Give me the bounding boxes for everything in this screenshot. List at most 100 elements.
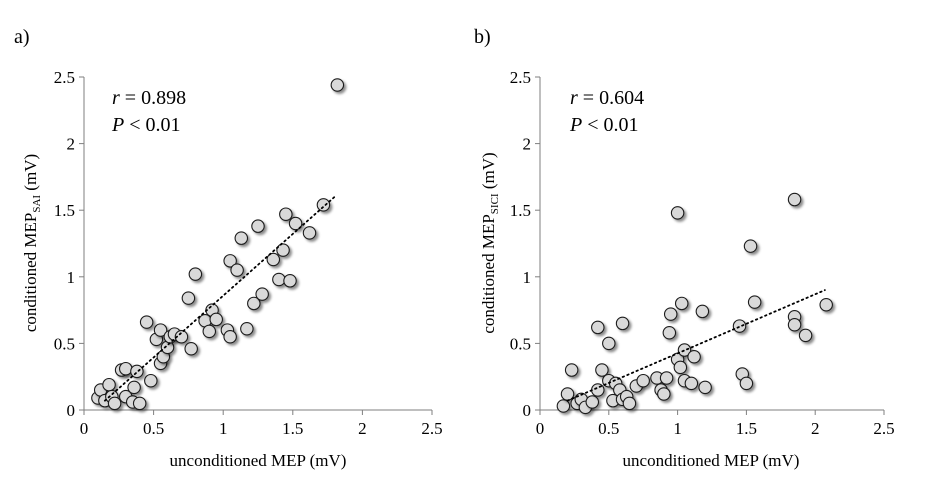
panel-b-data-point xyxy=(687,349,701,364)
panel-a-y-axis-title: conditioned MEPSAI (mV) xyxy=(21,154,43,332)
panel-a-data-point xyxy=(234,231,249,245)
panel-a-data-point xyxy=(255,287,269,301)
panel-b-data-point xyxy=(636,373,650,388)
panel-b-data-point xyxy=(787,192,802,207)
panel-b-data-point xyxy=(798,328,813,343)
panel-b-label: b) xyxy=(474,26,491,48)
panel-b-y-axis-title: conditioned MEPSICI (mV) xyxy=(479,152,501,333)
panel-a-x-tick-label: 0.5 xyxy=(143,419,164,438)
panel-b-data-point xyxy=(602,336,616,351)
panel-b-data-point xyxy=(564,363,579,377)
panel-a-data-point xyxy=(279,207,293,221)
panel-b-data-point xyxy=(615,316,630,331)
panel-b-y-tick-label: 2.5 xyxy=(510,68,531,87)
panel-b-x-axis-title: unconditioned MEP (mV) xyxy=(623,451,800,470)
panel-a-data-point xyxy=(272,272,286,287)
panel-a-data-point xyxy=(102,377,116,392)
panel-a-data-point xyxy=(247,296,261,311)
panel-b-y-tick-label: 0.5 xyxy=(510,334,531,353)
panel-b-data-point xyxy=(622,396,637,411)
panel-a-data-point xyxy=(330,78,345,92)
panel-a-p-value: < 0.01 xyxy=(124,114,180,136)
panel-b-r-symbol: r xyxy=(570,87,578,109)
panel-b-r-value: = 0.604 xyxy=(578,87,644,109)
panel-a-data-point xyxy=(240,321,254,336)
panel-b-data-point xyxy=(732,319,747,333)
panel-b-trend-line xyxy=(566,289,826,402)
panel-a-y-tick-label: 2.5 xyxy=(54,68,75,87)
panel-a-trend-line xyxy=(103,195,336,402)
panel-b-data-point xyxy=(591,320,605,335)
panel-b-x-tick-label: 0.5 xyxy=(598,419,619,438)
panel-a-data-point xyxy=(223,329,237,344)
panel-a-data-point xyxy=(288,216,303,231)
panel-a-data-point xyxy=(188,267,203,281)
panel-b-x-tick-label: 0 xyxy=(536,419,545,438)
panel-b-y-tick-label: 1.5 xyxy=(510,201,531,220)
panel-a-data-point xyxy=(209,312,223,327)
panel-a-y-tick-label: 0 xyxy=(67,401,76,420)
panel-a: a) 0 0.5 1 1.5 2 2.5 0 0.5 1 1.5 2 2.5 r = 0.898 P … xyxy=(14,26,443,470)
panel-a-x-tick-label: 2 xyxy=(358,419,367,438)
panel-b-data-point xyxy=(595,363,609,377)
panel-a-p-stat: P < 0.01 xyxy=(111,114,181,136)
panel-a-data-point xyxy=(202,324,217,339)
panel-b-data-point xyxy=(662,325,677,340)
panel-b-p-stat: P < 0.01 xyxy=(569,114,639,136)
panel-b-y-axis-unit: (mV) xyxy=(479,152,498,193)
panel-a-data-point xyxy=(127,380,141,395)
panel-b-data-point xyxy=(695,304,710,319)
panel-b-x-tick-label: 2.5 xyxy=(873,419,894,438)
panel-b-data-point xyxy=(819,298,833,312)
panel-b-data-point xyxy=(556,399,571,413)
panel-b-r-stat: r = 0.604 xyxy=(570,87,644,109)
panel-b-data-point xyxy=(747,295,762,309)
panel-b-y-tick-label: 1 xyxy=(523,268,532,287)
panel-a-y-tick-label: 0.5 xyxy=(54,334,75,353)
panel-a-data-point xyxy=(223,254,237,268)
panel-b-y-tick-label: 2 xyxy=(523,135,532,154)
panel-a-x-tick-label: 2.5 xyxy=(421,419,442,438)
panel-a-data-point xyxy=(283,274,297,288)
panel-a-label: a) xyxy=(14,26,30,48)
panel-a-y-axis-sub: SAI xyxy=(31,195,43,213)
panel-a-y-axis-main: conditioned MEP xyxy=(21,213,40,332)
panel-a-y-tick-label: 1.5 xyxy=(54,201,75,220)
panel-a-data-point xyxy=(230,263,244,277)
panel-a-data-point xyxy=(144,373,158,388)
panel-b-data-point xyxy=(657,387,671,401)
panel-a-r-symbol: r xyxy=(112,87,120,109)
panel-a-data-point xyxy=(181,291,196,305)
panel-a-data-point xyxy=(174,329,189,344)
panel-b-data-point xyxy=(743,239,758,253)
panel-b-data-point xyxy=(674,296,689,311)
panel-b-y-axis-sub: SICI xyxy=(489,193,501,214)
panel-b-data-point xyxy=(663,307,678,321)
panel-b-data-point xyxy=(739,376,754,391)
panel-a-data-point xyxy=(153,323,168,337)
panel-a-y-tick-label: 2 xyxy=(67,135,76,154)
panel-a-r-value: = 0.898 xyxy=(120,87,186,109)
panel-a-data-point xyxy=(107,396,122,411)
panel-b-data-point xyxy=(787,318,802,332)
panel-a-data-point xyxy=(251,219,265,233)
panel-b-data-point xyxy=(677,343,692,357)
panel-b-x-tick-label: 1 xyxy=(673,419,682,438)
panel-a-data-point xyxy=(119,361,133,376)
panel-a-data-point xyxy=(139,315,154,329)
panel-a-data-point xyxy=(316,198,331,212)
panel-b-plot: 0 0.5 1 1.5 2 2.5 0 0.5 1 1.5 2 2.5 xyxy=(510,68,895,438)
panel-a-plot: 0 0.5 1 1.5 2 2.5 0 0.5 1 1.5 2 2.5 xyxy=(54,68,443,438)
panel-b-data-point xyxy=(673,360,688,375)
panel-b-data-point xyxy=(698,380,712,395)
panel-b-y-axis-main: conditioned MEP xyxy=(479,214,498,333)
panel-b-data-point xyxy=(670,206,685,220)
panel-b-data-point xyxy=(585,395,600,409)
panel-b-data-point xyxy=(659,371,674,385)
panel-a-x-tick-label: 1.5 xyxy=(282,419,303,438)
panel-a-p-symbol: P xyxy=(111,114,124,136)
panel-a-data-point xyxy=(276,243,290,257)
panel-a-data-point xyxy=(132,396,147,411)
panel-a-data-point xyxy=(302,226,317,240)
